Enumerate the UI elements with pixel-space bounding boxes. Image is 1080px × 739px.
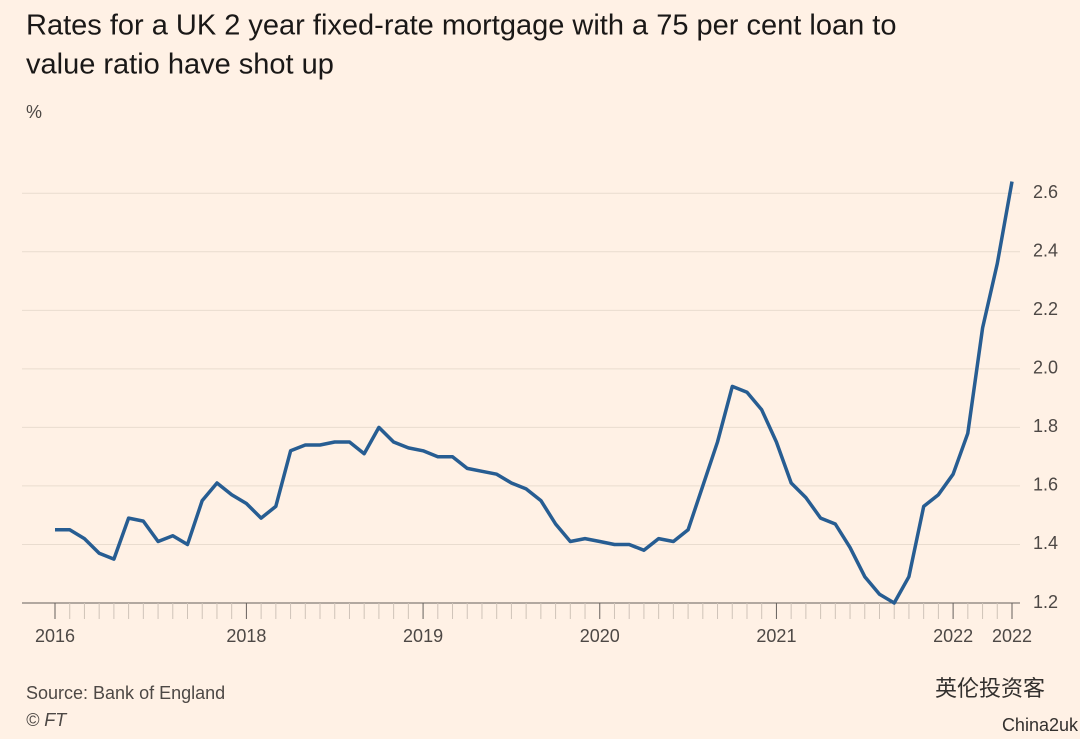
y-tick-label: 2.0 (1033, 358, 1058, 378)
x-tick-label: 2022 (992, 626, 1032, 646)
watermark: China2uk (1002, 715, 1079, 735)
y-tick-label: 1.8 (1033, 416, 1058, 436)
watermark: 英伦投资客 (935, 676, 1045, 701)
x-tick-label: 2021 (756, 626, 796, 646)
y-tick-label: 2.2 (1033, 299, 1058, 319)
x-tick-label: 2019 (403, 626, 443, 646)
y-tick-label: 1.6 (1033, 475, 1058, 495)
x-tick-label: 2020 (580, 626, 620, 646)
line (55, 181, 1014, 605)
copyright: © FT (26, 710, 68, 730)
source: Source: Bank of England (26, 683, 225, 703)
chart-title-line: value ratio have shot up (26, 49, 334, 81)
x-tick-label: 2016 (35, 626, 75, 646)
chart-title-line: Rates for a UK 2 year fixed-rate mortgag… (26, 10, 896, 42)
y-tick-label: 1.4 (1033, 533, 1058, 553)
y-tick-label: 2.6 (1033, 182, 1058, 202)
y-tick-label: 2.4 (1033, 241, 1058, 261)
y-tick-label: 1.2 (1033, 592, 1058, 612)
y-axis-label: % (26, 102, 42, 122)
x-tick-label: 2018 (226, 626, 266, 646)
x-tick-label: 2022 (933, 626, 973, 646)
